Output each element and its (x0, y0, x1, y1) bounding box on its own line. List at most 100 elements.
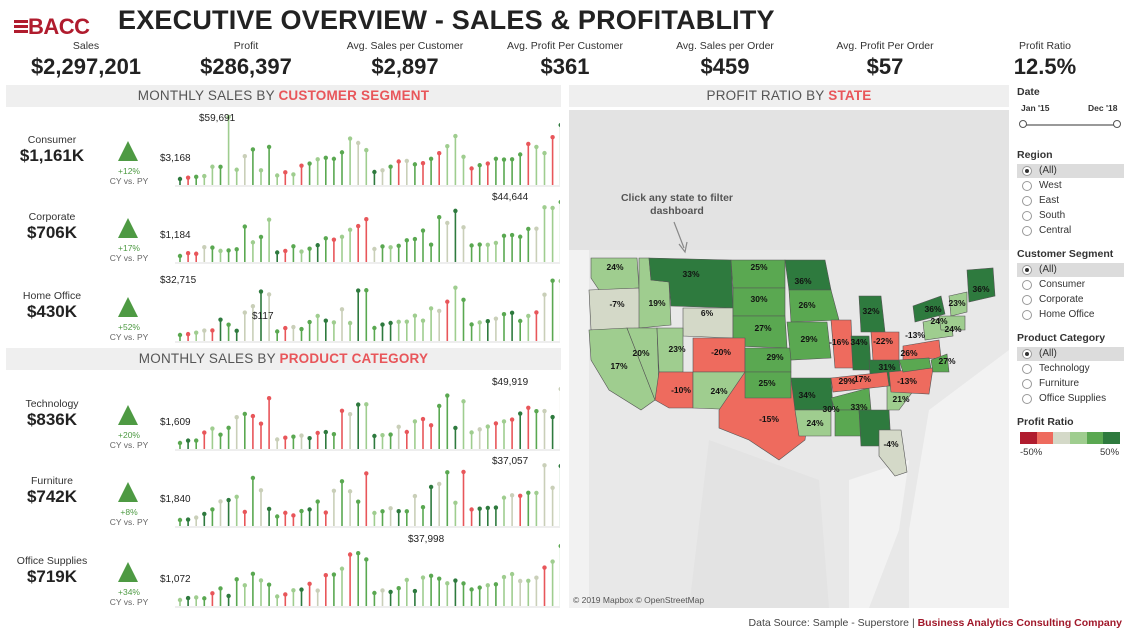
monthly-sales-sparkline[interactable] (160, 191, 560, 267)
month-point[interactable] (526, 490, 531, 495)
month-point[interactable] (234, 167, 239, 172)
month-point[interactable] (437, 215, 442, 220)
month-point[interactable] (437, 576, 442, 581)
month-point[interactable] (315, 430, 320, 436)
month-point[interactable] (404, 509, 409, 514)
month-point[interactable] (396, 243, 401, 249)
region-option[interactable]: West (1017, 179, 1124, 193)
month-point[interactable] (202, 173, 207, 179)
month-point[interactable] (177, 253, 183, 259)
month-point[interactable] (266, 292, 272, 297)
month-point[interactable] (509, 232, 515, 238)
monthly-sales-sparkline[interactable] (160, 114, 560, 190)
month-point[interactable] (315, 243, 320, 248)
month-point[interactable] (420, 504, 426, 510)
month-point[interactable] (372, 169, 377, 175)
month-point[interactable] (388, 245, 393, 250)
radio-icon[interactable] (1022, 280, 1032, 290)
month-point[interactable] (437, 403, 442, 409)
month-point[interactable] (323, 429, 328, 435)
month-point[interactable] (226, 114, 231, 120)
region-option[interactable]: South (1017, 209, 1124, 223)
month-point[interactable] (453, 578, 458, 583)
month-point[interactable] (469, 430, 474, 435)
month-point[interactable] (404, 238, 409, 243)
month-point[interactable] (185, 517, 191, 522)
month-point[interactable] (299, 587, 304, 592)
category-option[interactable]: Office Supplies (1017, 392, 1124, 406)
region-option[interactable]: East (1017, 194, 1124, 208)
month-point[interactable] (380, 509, 385, 514)
month-point[interactable] (469, 166, 474, 171)
month-point[interactable] (234, 577, 239, 582)
month-point[interactable] (323, 155, 328, 161)
month-point[interactable] (226, 425, 231, 431)
month-point[interactable] (461, 297, 466, 303)
month-point[interactable] (194, 174, 199, 180)
month-point[interactable] (291, 588, 296, 593)
month-point[interactable] (461, 581, 466, 586)
month-point[interactable] (380, 432, 385, 438)
state-shape[interactable] (898, 357, 932, 373)
month-point[interactable] (461, 225, 466, 230)
month-point[interactable] (501, 419, 507, 424)
month-point[interactable] (210, 507, 215, 512)
month-point[interactable] (477, 242, 482, 247)
month-point[interactable] (558, 122, 561, 128)
month-point[interactable] (331, 156, 337, 162)
month-point[interactable] (558, 278, 561, 284)
month-point[interactable] (258, 421, 264, 426)
month-point[interactable] (185, 438, 191, 443)
month-point[interactable] (234, 328, 239, 334)
month-point[interactable] (485, 583, 490, 588)
month-point[interactable] (518, 411, 523, 416)
month-point[interactable] (283, 592, 288, 597)
month-point[interactable] (299, 326, 304, 332)
month-point[interactable] (526, 313, 531, 319)
month-point[interactable] (461, 399, 466, 404)
monthly-sales-sparkline[interactable] (160, 270, 560, 346)
month-point[interactable] (388, 432, 393, 437)
month-point[interactable] (558, 543, 561, 549)
month-point[interactable] (526, 578, 531, 583)
month-point[interactable] (291, 324, 296, 330)
month-point[interactable] (364, 288, 369, 293)
month-point[interactable] (347, 320, 353, 326)
month-point[interactable] (275, 250, 280, 255)
month-point[interactable] (493, 505, 499, 510)
month-point[interactable] (258, 289, 264, 294)
map-credit[interactable]: © 2019 Mapbox © OpenStreetMap (573, 595, 705, 605)
map-canvas[interactable]: 24% -7% 17% 19% 33% 6% 20% 23% -10% 25% 30% 27% -20%… (569, 110, 1009, 608)
month-point[interactable] (347, 136, 353, 141)
month-point[interactable] (493, 240, 499, 246)
radio-icon[interactable] (1022, 196, 1032, 206)
month-point[interactable] (534, 144, 539, 150)
month-point[interactable] (445, 299, 450, 304)
month-point[interactable] (509, 157, 515, 162)
month-point[interactable] (185, 250, 191, 256)
month-point[interactable] (177, 597, 183, 603)
month-point[interactable] (372, 433, 377, 439)
month-point[interactable] (453, 133, 458, 139)
month-point[interactable] (226, 593, 231, 599)
month-point[interactable] (518, 152, 523, 157)
month-point[interactable] (501, 574, 507, 580)
month-point[interactable] (372, 510, 377, 516)
category-option[interactable]: (All) (1017, 347, 1124, 361)
month-point[interactable] (396, 424, 401, 430)
month-point[interactable] (315, 499, 320, 504)
month-point[interactable] (226, 248, 231, 253)
date-slider-track[interactable] (1022, 124, 1117, 126)
month-point[interactable] (469, 587, 474, 592)
month-point[interactable] (493, 156, 499, 161)
month-point[interactable] (250, 147, 256, 152)
month-point[interactable] (299, 508, 304, 514)
month-point[interactable] (445, 470, 450, 475)
state-shape[interactable] (790, 377, 834, 411)
month-point[interactable] (177, 517, 183, 523)
month-point[interactable] (331, 320, 337, 325)
month-point[interactable] (356, 288, 361, 293)
month-point[interactable] (420, 416, 426, 422)
month-point[interactable] (291, 434, 296, 439)
month-point[interactable] (534, 310, 539, 315)
